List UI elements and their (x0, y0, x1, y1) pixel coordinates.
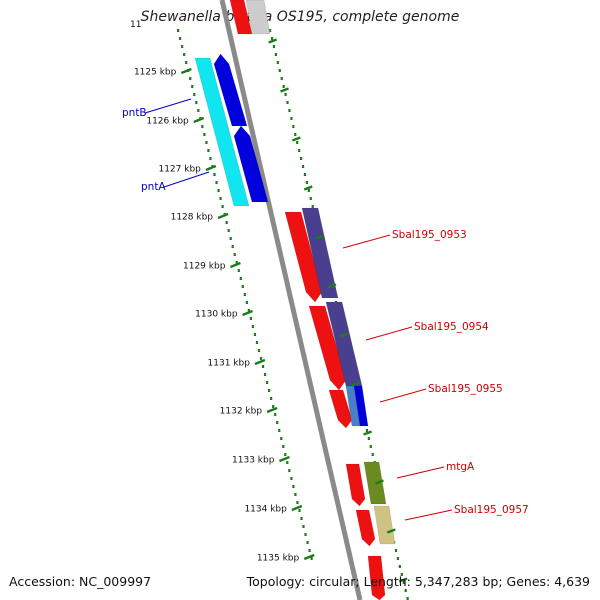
kbp-tick: 1134 kbp (244, 505, 303, 515)
kbp-tick: 1135 kbp (257, 554, 315, 564)
blue-feature-small (353, 385, 369, 427)
kbp-tick: 1133 kbp (232, 456, 290, 466)
leader-line (379, 388, 427, 403)
kbp-tick: 1132 kbp (220, 407, 278, 417)
kbp-tick: 1129 kbp (183, 262, 241, 272)
gene-label-pntb: pntB (122, 98, 192, 119)
red-gene-arrow-4 (345, 463, 366, 507)
leader-line (404, 509, 453, 521)
red-gene-arrow-6 (367, 555, 386, 600)
left-dotted-guide (177, 29, 313, 560)
gene-label-text: mtgA (446, 461, 475, 473)
kbp-tick: 1131 kbp (208, 359, 266, 369)
gene-label-mtga: mtgA (396, 461, 475, 479)
gene-label-sbal195_0957: Sbal195_0957 (404, 504, 529, 521)
cyan-feature (194, 57, 250, 207)
kbp-tick-label: 1135 kbp (257, 554, 300, 564)
pntB-gene-arrow (213, 53, 248, 127)
khaki-feature (373, 505, 396, 545)
kbp-tick-label: 1131 kbp (208, 359, 251, 369)
purple-feature-1 (301, 207, 339, 299)
gene-label-text: pntA (141, 181, 166, 193)
kbp-tick-label: 1134 kbp (244, 505, 287, 515)
right-guide-tick (303, 185, 313, 191)
olive-feature-mtgA (363, 461, 387, 505)
pntA-gene-arrow (233, 125, 269, 203)
right-guide-tick (363, 430, 372, 436)
kbp-tick-label: 1125 kbp (134, 68, 177, 78)
right-guide-tick (351, 381, 361, 387)
right-guide-tick (327, 283, 337, 289)
gene-label-sbal195_0954: Sbal195_0954 (365, 321, 489, 341)
partial-grey-feature (245, 0, 271, 35)
red-gene-arrow-3 (328, 389, 353, 429)
gene-label-text: Sbal195_0954 (414, 321, 489, 333)
kbp-tick-label: 1127 kbp (158, 165, 201, 175)
kbp-tick-label: 1133 kbp (232, 456, 275, 466)
red-gene-arrow-5 (355, 509, 376, 547)
gene-label-text: Sbal195_0955 (428, 383, 503, 395)
red-gene-arrow-2 (308, 305, 347, 391)
right-guide-tick (386, 528, 396, 534)
leader-line (396, 466, 445, 479)
kbp-tick: 1126 kbp (146, 117, 205, 127)
leader-line (342, 234, 391, 249)
kbp-tick-label: 1128 kbp (171, 213, 214, 223)
kbp-tick: 1125 kbp (134, 68, 192, 78)
leader-line (163, 171, 210, 188)
gene-label-text: Sbal195_0953 (392, 229, 467, 241)
right-guide-tick (315, 234, 325, 240)
right-guide-tick (375, 479, 384, 485)
gene-label-text: pntB (122, 107, 147, 119)
kbp-tick-label: 1130 kbp (195, 310, 238, 320)
accession-label: Accession: NC_009997 (9, 574, 152, 589)
genome-backbone (219, 0, 363, 600)
genome-summary: Topology: circular; Length: 5,347,283 bp… (246, 574, 590, 589)
gene-label-sbal195_0953: Sbal195_0953 (342, 229, 467, 249)
map-title: Shewanella baltica OS195, complete genom… (140, 9, 460, 25)
right-guide-tick (280, 87, 289, 93)
kbp-tick-label: 1132 kbp (220, 407, 263, 417)
gene-label-text: Sbal195_0957 (454, 504, 529, 516)
leader-line (365, 326, 413, 341)
kbp-tick-label: 1126 kbp (146, 117, 189, 127)
kbp-tick: 1127 kbp (158, 165, 217, 175)
leader-line (144, 98, 192, 114)
right-guide-tick (398, 577, 408, 583)
right-guide-tick (291, 136, 301, 142)
kbp-tick-label-partial: 11 (130, 20, 141, 30)
kbp-tick-label: 1129 kbp (183, 262, 226, 272)
red-gene-arrow-1 (284, 211, 323, 303)
right-guide-tick (339, 332, 349, 338)
gene-label-pnta: pntA (141, 171, 210, 193)
kbp-tick: 1130 kbp (195, 310, 253, 320)
kbp-tick: 1128 kbp (171, 213, 229, 223)
right-guide-tick (268, 38, 278, 44)
gene-label-sbal195_0955: Sbal195_0955 (379, 383, 503, 403)
